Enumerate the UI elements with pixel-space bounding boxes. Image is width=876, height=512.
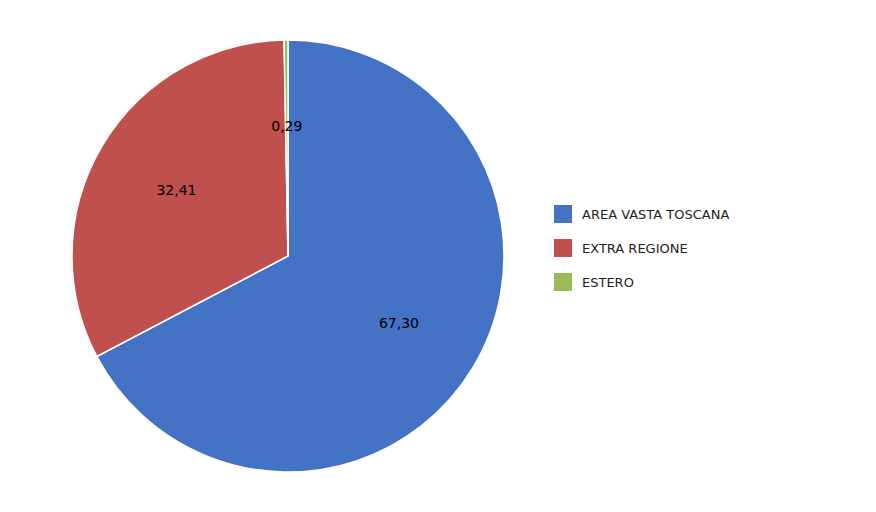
pie (72, 40, 504, 472)
legend-item: ESTERO (554, 273, 634, 291)
data-label: 32,41 (156, 182, 196, 198)
legend-label: AREA VASTA TOSCANA (582, 207, 729, 222)
legend-item: AREA VASTA TOSCANA (554, 205, 729, 223)
legend-swatch (554, 239, 572, 257)
legend-label: EXTRA REGIONE (582, 241, 688, 256)
legend-swatch (554, 205, 572, 223)
chart-container: 67,30 32,41 0,29 AREA VASTA TOSCANA EXTRA RE… (0, 0, 876, 512)
chart-svg: 67,30 32,41 0,29 AREA VASTA TOSCANA EXTRA RE… (0, 0, 876, 512)
data-label: 67,30 (379, 315, 419, 331)
legend-swatch (554, 273, 572, 291)
legend-item: EXTRA REGIONE (554, 239, 688, 257)
pie-slice (72, 40, 288, 356)
pie-slice (284, 40, 288, 256)
data-label: 0,29 (271, 118, 302, 134)
legend: AREA VASTA TOSCANA EXTRA REGIONE ESTERO (554, 205, 729, 291)
legend-label: ESTERO (582, 275, 634, 290)
data-labels: 67,30 32,41 0,29 (156, 118, 419, 331)
